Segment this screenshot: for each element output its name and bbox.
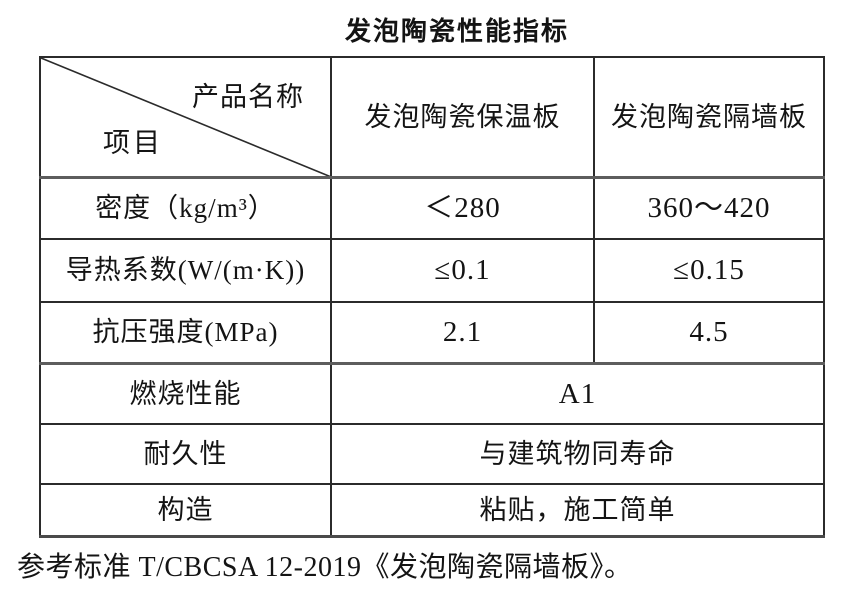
- thermal-value-partition: ≤0.15: [593, 237, 825, 303]
- table-row-durability: 耐久性 与建筑物同寿命: [39, 422, 825, 485]
- density-value-partition: 360～420: [593, 176, 825, 240]
- durability-value-merged: 与建筑物同寿命: [330, 422, 825, 485]
- row-label-combustion: 燃烧性能: [39, 362, 332, 425]
- diagonal-divider-line: [41, 58, 330, 177]
- row-label-durability: 耐久性: [39, 422, 332, 485]
- combustion-value-merged: A1: [330, 362, 825, 425]
- table-row-combustion: 燃烧性能 A1: [39, 362, 825, 425]
- structure-value-merged: 粘贴，施工简单: [330, 482, 825, 539]
- strength-value-partition: 4.5: [593, 300, 825, 366]
- row-label-structure: 构造: [39, 482, 332, 539]
- table-row-structure: 构造 粘贴，施工简单: [39, 482, 825, 539]
- table-row-density: 密度（kg/m³） ＜280 360～420: [39, 176, 825, 240]
- table-header-row: 产品名称 项目 发泡陶瓷保温板 发泡陶瓷隔墙板: [39, 55, 825, 180]
- table-row-compressive-strength: 抗压强度(MPa) 2.1 4.5: [39, 300, 825, 366]
- performance-table: 产品名称 项目 发泡陶瓷保温板 发泡陶瓷隔墙板 密度（kg/m³） ＜280 3…: [39, 55, 825, 539]
- strength-value-insulation: 2.1: [330, 300, 595, 366]
- density-value-insulation: ＜280: [330, 176, 595, 240]
- row-label-density: 密度（kg/m³）: [39, 176, 332, 240]
- corner-header-cell: 产品名称 项目: [39, 55, 332, 180]
- table-row-thermal-conductivity: 导热系数(W/(m·K)) ≤0.1 ≤0.15: [39, 237, 825, 303]
- reference-standard-note: 参考标准 T/CBCSA 12-2019《发泡陶瓷隔墙板》。: [17, 552, 633, 584]
- thermal-value-insulation: ≤0.1: [330, 237, 595, 303]
- row-label-compressive-strength: 抗压强度(MPa): [39, 300, 332, 366]
- row-label-thermal-conductivity: 导热系数(W/(m·K)): [39, 237, 332, 303]
- page-title: 发泡陶瓷性能指标: [344, 17, 569, 46]
- corner-product-name-label: 产品名称: [192, 81, 304, 112]
- column-header-partition-board: 发泡陶瓷隔墙板: [593, 55, 825, 180]
- corner-item-label: 项目: [103, 128, 163, 158]
- column-header-insulation-board: 发泡陶瓷保温板: [330, 55, 595, 180]
